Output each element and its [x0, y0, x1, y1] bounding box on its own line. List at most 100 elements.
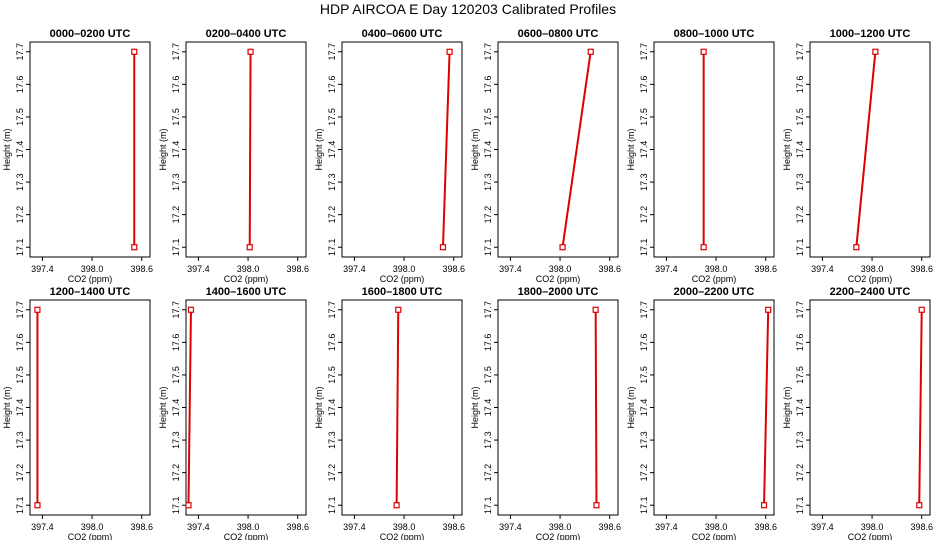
chart-panel: 1000–1200 UTC 17.1 17.2 17.3 17.4 17.5 17.6 17.…: [782, 28, 933, 284]
y-tick-label: 17.5: [795, 366, 805, 384]
plot-frame: [809, 299, 931, 516]
panel-title: 0400–0600 UTC: [362, 28, 443, 40]
y-tick-label: 17.3: [639, 173, 649, 191]
plot-frame: [497, 41, 619, 258]
y-tick-label: 17.5: [639, 108, 649, 126]
y-tick-label: 17.5: [483, 366, 493, 384]
y-tick-label: 17.1: [171, 238, 181, 256]
y-axis-label: Height (m): [782, 128, 792, 170]
data-point: [446, 48, 453, 55]
y-tick-label: 17.5: [171, 366, 181, 384]
x-axis-label: CO2 (ppm): [692, 532, 737, 540]
y-tick-label: 17.4: [483, 141, 493, 159]
y-tick-label: 17.3: [639, 431, 649, 449]
chart-panel: 2200–2400 UTC 17.1 17.2 17.3 17.4 17.5 17.6 17.…: [782, 286, 933, 540]
y-tick-label: 17.5: [639, 366, 649, 384]
y-tick-label: 17.1: [327, 496, 337, 514]
y-tick-label: 17.1: [483, 496, 493, 514]
y-tick-label: 17.5: [327, 366, 337, 384]
panel-title: 0600–0800 UTC: [518, 28, 599, 40]
data-point: [700, 48, 707, 55]
profile-line: [187, 309, 192, 506]
y-tick-label: 17.6: [639, 334, 649, 352]
panel-title: 2200–2400 UTC: [830, 286, 911, 298]
data-point: [916, 502, 923, 509]
y-tick-label: 17.3: [795, 431, 805, 449]
x-tick-label: 398.0: [393, 264, 416, 274]
panel-title: 1800–2000 UTC: [518, 286, 599, 298]
x-tick-label: 397.4: [499, 264, 522, 274]
chart-panel: 2000–2200 UTC 17.1 17.2 17.3 17.4 17.5 17.6 17.…: [626, 286, 777, 540]
x-axis-label: CO2 (ppm): [68, 532, 113, 540]
x-axis-label: CO2 (ppm): [536, 532, 581, 540]
data-point: [760, 502, 768, 509]
data-point: [246, 244, 253, 251]
y-tick-label: 17.4: [327, 141, 337, 159]
profile-line: [561, 51, 592, 248]
y-tick-label: 17.6: [483, 76, 493, 94]
x-tick-label: 397.4: [655, 522, 678, 532]
y-tick-label: 17.2: [171, 464, 181, 482]
x-tick-label: 398.6: [286, 264, 309, 274]
x-tick-label: 397.4: [655, 264, 678, 274]
y-axis-label: Height (m): [2, 128, 12, 170]
x-tick-label: 398.0: [861, 264, 884, 274]
plot-frame: [809, 41, 931, 258]
y-axis-label: Height (m): [158, 128, 168, 170]
chart-panel: 0800–1000 UTC 17.1 17.2 17.3 17.4 17.5 17.6 17.…: [626, 28, 777, 284]
data-point: [395, 306, 402, 313]
data-point: [131, 48, 138, 55]
x-tick-label: 398.6: [286, 522, 309, 532]
y-axis-label: Height (m): [158, 386, 168, 428]
panel-title: 0000–0200 UTC: [50, 28, 131, 40]
y-tick-label: 17.3: [327, 431, 337, 449]
y-tick-label: 17.3: [327, 173, 337, 191]
y-tick-label: 17.2: [171, 206, 181, 224]
x-axis-label: CO2 (ppm): [536, 274, 581, 284]
y-tick-label: 17.5: [327, 108, 337, 126]
y-tick-label: 17.2: [15, 206, 25, 224]
y-tick-label: 17.2: [483, 206, 493, 224]
x-tick-label: 398.6: [130, 522, 153, 532]
x-axis-label: CO2 (ppm): [224, 274, 269, 284]
y-tick-label: 17.3: [171, 173, 181, 191]
y-tick-label: 17.6: [483, 334, 493, 352]
chart-panel: 1200–1400 UTC 17.1 17.2 17.3 17.4 17.5 17.6 17.…: [2, 286, 153, 540]
x-tick-label: 398.6: [598, 264, 621, 274]
plot-frame: [341, 299, 463, 516]
y-tick-label: 17.7: [483, 301, 493, 319]
chart-panel: 1600–1800 UTC 17.1 17.2 17.3 17.4 17.5 17.6 17.…: [314, 286, 465, 540]
y-tick-label: 17.1: [639, 238, 649, 256]
panel-title: 2000–2200 UTC: [674, 286, 755, 298]
y-tick-label: 17.2: [327, 206, 337, 224]
y-tick-label: 17.5: [15, 366, 25, 384]
plot-frame: [653, 41, 775, 258]
x-tick-label: 398.6: [130, 264, 153, 274]
profile-line: [918, 309, 923, 506]
x-tick-label: 397.4: [343, 264, 366, 274]
panel-title: 1600–1800 UTC: [362, 286, 443, 298]
y-axis-label: Height (m): [626, 386, 636, 428]
data-point: [765, 306, 772, 313]
x-tick-label: 398.6: [598, 522, 621, 532]
y-tick-label: 17.6: [15, 334, 25, 352]
data-point: [439, 244, 447, 251]
x-tick-label: 398.0: [549, 264, 572, 274]
x-tick-label: 398.0: [705, 264, 728, 274]
y-axis-label: Height (m): [626, 128, 636, 170]
y-tick-label: 17.3: [15, 173, 25, 191]
x-tick-label: 398.0: [237, 522, 260, 532]
y-tick-label: 17.4: [171, 141, 181, 159]
y-tick-label: 17.4: [327, 399, 337, 417]
data-point: [185, 502, 192, 509]
y-tick-label: 17.2: [795, 206, 805, 224]
data-point: [872, 48, 879, 55]
y-tick-label: 17.7: [795, 301, 805, 319]
y-axis-label: Height (m): [782, 386, 792, 428]
y-tick-label: 17.1: [639, 496, 649, 514]
x-axis-label: CO2 (ppm): [848, 274, 893, 284]
chart-panel: 0600–0800 UTC 17.1 17.2 17.3 17.4 17.5 17.6 17.…: [470, 28, 621, 284]
panel-title: 1400–1600 UTC: [206, 286, 287, 298]
y-tick-label: 17.2: [15, 464, 25, 482]
y-tick-label: 17.6: [327, 334, 337, 352]
